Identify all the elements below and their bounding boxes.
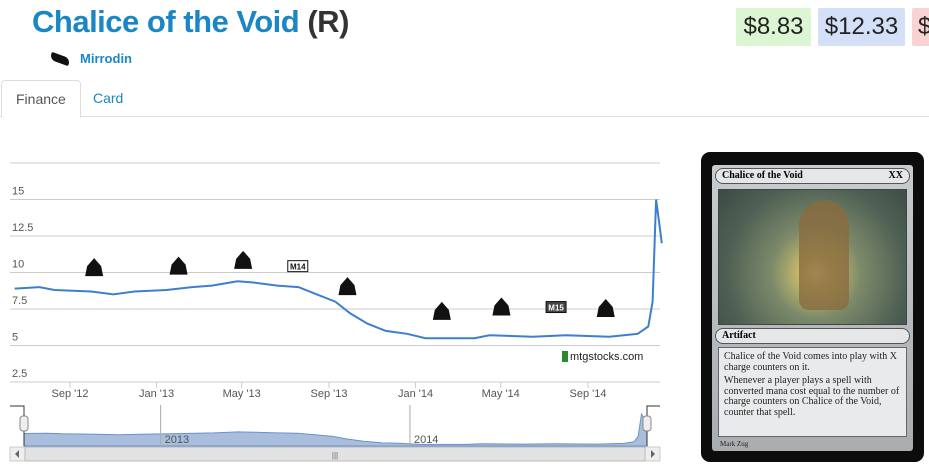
x-tick-label: May '14: [482, 388, 520, 400]
range-navigator[interactable]: 2013 2014: [10, 405, 660, 447]
card-name: Chalice of the Void: [32, 4, 300, 39]
scroll-right-icon[interactable]: [651, 450, 655, 458]
born-of-the-gods-icon: [432, 301, 451, 320]
navigator-year-label: 2014: [414, 434, 438, 446]
rules-line: Chalice of the Void comes into play with…: [724, 351, 897, 373]
navigator-handle[interactable]: [19, 415, 29, 432]
y-tick-label: 12.5: [12, 222, 33, 234]
x-tick-label: Jan '14: [398, 388, 433, 400]
navigator-handle[interactable]: [642, 415, 652, 432]
mirrodin-set-icon: [49, 51, 71, 66]
mtgstocks-logo-icon: [562, 351, 568, 362]
scroll-left-icon[interactable]: [15, 450, 19, 458]
khans-of-tarkir-icon: [596, 299, 615, 317]
tab-finance[interactable]: Finance: [1, 80, 81, 118]
y-tick-label: 15: [12, 186, 24, 198]
dragons-maze-icon: [234, 250, 253, 269]
y-tick-label: 7.5: [12, 295, 27, 307]
m15-icon: M15: [545, 301, 567, 314]
y-tick-label: 5: [12, 332, 18, 344]
scrollbar-thumb[interactable]: [24, 446, 646, 462]
card-image-rules: Chalice of the Void comes into play with…: [718, 347, 907, 437]
journey-into-nyx-icon: [492, 297, 511, 316]
y-tick-label: 10: [12, 259, 24, 271]
gatecrash-icon: [169, 256, 188, 275]
x-tick-label: Sep '13: [311, 388, 348, 400]
price-badge-high: $12.33: [818, 8, 905, 46]
tab-card[interactable]: Card: [93, 90, 124, 106]
card-image-mana-cost: XX: [888, 170, 903, 181]
rules-line: Whenever a player plays a spell with con…: [724, 375, 900, 418]
price-chart: 2.5 5 7.5 10 12.5 15 Sep '12 Jan '13 May '13 Sep …: [9, 162, 663, 462]
y-tick-label: 2.5: [12, 368, 27, 380]
card-image-name: Chalice of the Void: [722, 170, 803, 181]
x-tick-label: May '13: [223, 388, 261, 400]
svg-text:M14: M14: [290, 263, 306, 272]
card-artist: Mark Zug: [720, 440, 749, 448]
tab-bar: Finance Card: [0, 80, 929, 118]
price-line: [14, 199, 663, 340]
scrollbar-grip-icon: |||: [332, 451, 338, 460]
svg-text:M15: M15: [548, 304, 564, 313]
card-image: Chalice of the Void XX Artifact Chalice o…: [701, 152, 924, 462]
return-to-ravnica-icon: [85, 258, 104, 277]
price-badge-avg: $8.83: [736, 8, 811, 46]
card-art: [718, 189, 907, 325]
navigator-area: [23, 412, 648, 447]
page-title: Chalice of the Void (R): [32, 4, 349, 40]
rarity: (R): [307, 4, 349, 39]
set-name[interactable]: Mirrodin: [80, 51, 132, 66]
set-link[interactable]: Mirrodin: [49, 51, 132, 66]
price-badge-foil: $: [912, 8, 929, 46]
x-tick-label: Sep '12: [52, 388, 89, 400]
x-tick-label: Sep '14: [570, 388, 607, 400]
theros-icon: [338, 277, 357, 296]
card-image-type: Artifact: [715, 328, 910, 344]
x-tick-label: Jan '13: [139, 388, 174, 400]
watermark: mtgstocks.com: [570, 351, 643, 363]
m14-icon: M14: [287, 260, 309, 273]
navigator-year-label: 2013: [165, 434, 189, 446]
